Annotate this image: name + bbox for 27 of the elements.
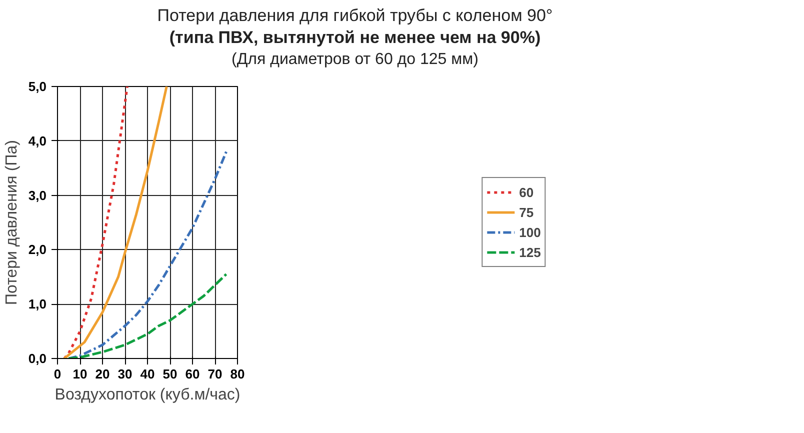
y-axis-title: Потери давления (Па)	[3, 140, 20, 305]
legend-label: 125	[519, 244, 541, 260]
y-tick-label: 3,0	[28, 188, 47, 203]
line-series	[68, 150, 228, 358]
x-tick-label: 80	[230, 366, 245, 382]
x-tick-label: 20	[95, 366, 110, 382]
x-tick-label: 40	[140, 366, 155, 382]
x-tick-label: 30	[118, 366, 132, 382]
x-axis-title: Воздухопоток (куб.м/час)	[54, 386, 240, 404]
y-tick-label: 2,0	[28, 242, 47, 258]
y-tick-label: 5,0	[28, 79, 47, 94]
legend-label: 100	[519, 224, 541, 240]
line-series	[63, 86, 128, 358]
x-tick-label: 0	[54, 366, 62, 382]
text: Потери давления для гибкой трубы с коленом 90° (типа ПВХ, вытянутой не менее чем на 90%)	[157, 5, 553, 49]
x-tick-label: 70	[208, 366, 222, 382]
x-tick-label: 10	[72, 366, 88, 382]
legend-label: 60	[519, 184, 535, 200]
y-tick-label: 4,0	[28, 133, 47, 148]
line-series	[68, 272, 228, 358]
x-tick-label: 50	[162, 366, 178, 382]
y-tick-label: 0,0	[28, 351, 47, 366]
y-tick-label: 1,0	[28, 296, 47, 312]
x-tick-label: 60	[185, 366, 200, 382]
text: (Для диаметров от 60 до 125 мм)	[230, 50, 480, 70]
line-series	[63, 86, 168, 358]
legend-label: 75	[519, 204, 535, 220]
